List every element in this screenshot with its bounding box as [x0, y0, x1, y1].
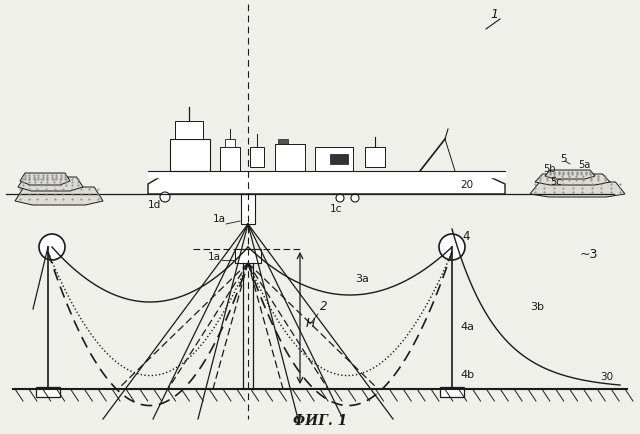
Circle shape	[160, 193, 170, 203]
Text: 20: 20	[460, 180, 473, 190]
Polygon shape	[545, 171, 595, 180]
Bar	[275, 145, 305, 171]
Text: 2: 2	[320, 299, 328, 312]
Polygon shape	[530, 183, 625, 197]
Text: 5: 5	[560, 154, 566, 164]
Text: 1a: 1a	[208, 251, 221, 261]
Polygon shape	[20, 174, 70, 186]
Text: 5c: 5c	[550, 177, 562, 187]
Bar	[365, 148, 385, 168]
Text: H: H	[306, 317, 316, 330]
Circle shape	[336, 194, 344, 203]
Polygon shape	[535, 174, 610, 186]
Bar	[170, 140, 210, 171]
Text: 3b: 3b	[530, 301, 544, 311]
Circle shape	[439, 234, 465, 260]
Bar	[241, 194, 255, 224]
Circle shape	[39, 234, 65, 260]
Text: 4: 4	[462, 230, 470, 243]
Polygon shape	[18, 178, 83, 191]
Polygon shape	[15, 187, 103, 206]
Bar	[330, 155, 348, 164]
Text: 1d: 1d	[148, 200, 161, 210]
Text: 3a: 3a	[355, 273, 369, 283]
Text: 4a: 4a	[460, 321, 474, 331]
Bar	[315, 148, 353, 171]
Text: 30: 30	[600, 371, 613, 381]
Text: 1: 1	[490, 8, 498, 21]
Polygon shape	[148, 178, 505, 194]
Bar	[175, 122, 203, 140]
Text: 1c: 1c	[330, 204, 342, 214]
Text: 1a: 1a	[213, 214, 226, 224]
Bar	[220, 148, 240, 171]
Bar	[278, 140, 288, 145]
Text: 4b: 4b	[460, 369, 474, 379]
Bar	[225, 140, 235, 148]
Text: ΦИГ. 1: ΦИГ. 1	[293, 413, 347, 427]
Bar	[36, 387, 60, 397]
Bar	[250, 148, 264, 168]
Text: 5b: 5b	[543, 164, 556, 174]
Circle shape	[351, 194, 359, 203]
Bar	[440, 387, 464, 397]
Text: ~3: ~3	[580, 247, 598, 260]
Text: 5a: 5a	[578, 160, 590, 170]
Bar	[235, 250, 261, 263]
